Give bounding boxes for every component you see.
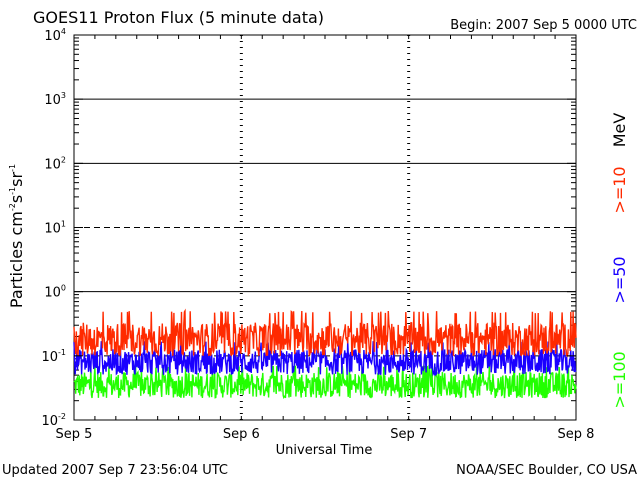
x-tick-label: Sep 5: [56, 427, 93, 442]
x-tick-label: Sep 6: [223, 427, 260, 442]
x-tick-labels: Sep 5 Sep 6 Sep 7 Sep 8: [56, 427, 595, 442]
legend-label: MeV: [610, 113, 629, 148]
svg-text:Particles cm-2s-1sr-1: Particles cm-2s-1sr-1: [7, 164, 26, 308]
y-tick-label: 104: [44, 27, 66, 44]
series-line: [73, 364, 577, 400]
legend-entry: MeV: [610, 113, 629, 148]
y-tick-label: 10-2: [41, 412, 66, 429]
y-tick-label: 10-1: [41, 348, 66, 365]
legend-label: >=10: [610, 166, 629, 213]
x-axis-label: Universal Time: [276, 443, 373, 458]
x-tick-label: Sep 8: [558, 427, 595, 442]
begin-time: Begin: 2007 Sep 5 0000 UTC: [450, 18, 637, 33]
updated-time: Updated 2007 Sep 7 23:56:04 UTC: [2, 463, 228, 478]
legend-label: >=100: [610, 351, 629, 408]
x-tick-label: Sep 7: [390, 427, 427, 442]
legend-entry: >=10: [610, 166, 629, 213]
credit: NOAA/SEC Boulder, CO USA: [456, 463, 637, 478]
legend-entry: >=100: [610, 351, 629, 408]
y-tick-label: 101: [44, 220, 66, 237]
y-tick-label: 103: [44, 91, 66, 108]
y-tick-labels: 10-2 10-1 100 101 102 103 104: [41, 27, 576, 429]
legend-label: >=50: [610, 256, 629, 303]
legend: MeV >=10 >=50 >=100: [610, 113, 629, 409]
legend-entry: >=50: [610, 256, 629, 303]
series-layer: [73, 308, 577, 400]
y-tick-label: 102: [44, 155, 66, 172]
y-tick-label: 100: [44, 284, 66, 301]
chart-title: GOES11 Proton Flux (5 minute data): [33, 8, 324, 27]
series-line: [73, 308, 577, 358]
y-axis-label: Particles cm-2s-1sr-1: [7, 164, 26, 308]
